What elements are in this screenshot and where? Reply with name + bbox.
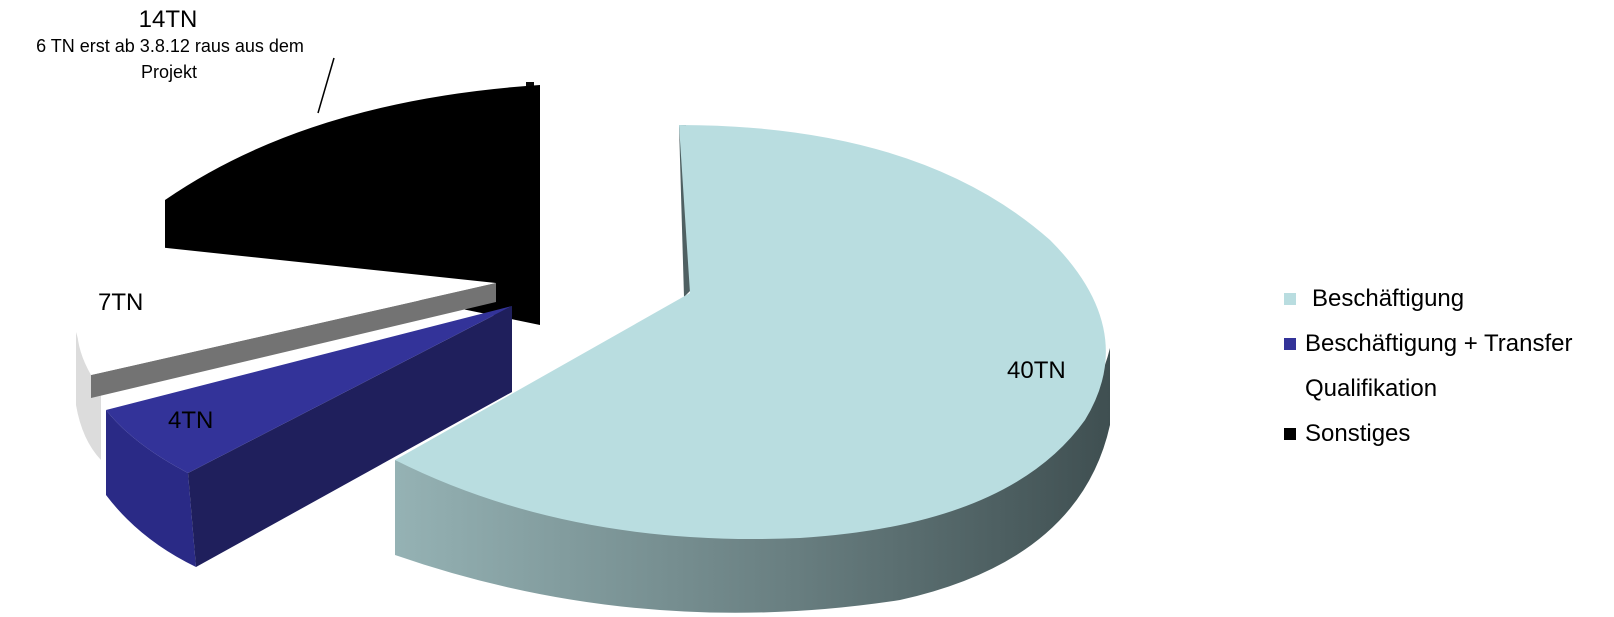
slice-transfer-top <box>106 306 512 473</box>
legend-label-sonstiges: Sonstiges <box>1305 420 1411 447</box>
legend-swatch-transfer <box>1284 338 1296 350</box>
legend-swatch-qualifikation <box>1284 383 1296 395</box>
label-qualifikation: 7TN <box>98 289 143 316</box>
annotation-sonstiges-line-1: 6 TN erst ab 3.8.12 raus aus dem <box>36 36 304 56</box>
slice-beschaeftigung <box>395 125 1110 613</box>
legend-swatch-beschaeftigung <box>1284 293 1296 305</box>
slice-beschaeftigung-top <box>395 125 1106 540</box>
label-beschaeftigung: 40TN <box>1007 357 1066 384</box>
label-sonstiges: 14TN <box>139 6 198 33</box>
legend-label-beschaeftigung: Beschäftigung <box>1312 285 1465 312</box>
legend-label-transfer: Beschäftigung + Transfer <box>1305 330 1573 357</box>
legend: Beschäftigung Beschäftigung + Transfer Q… <box>1284 284 1614 464</box>
slice-qualifikation <box>76 242 496 460</box>
leader-line-sonstiges <box>317 57 335 114</box>
slice-beschaeftigung-side <box>395 348 1110 613</box>
slice-transfer-radial-side <box>188 306 512 567</box>
legend-item-sonstiges: Sonstiges <box>1284 419 1614 464</box>
slice-qualifikation-radial-side <box>91 283 496 398</box>
slice-qualifikation-outer-side <box>76 332 101 460</box>
slice-qualifikation-top <box>77 242 496 375</box>
legend-label-qualifikation: Qualifikation <box>1305 375 1438 402</box>
legend-item-transfer: Beschäftigung + Transfer <box>1284 329 1614 374</box>
slice-transfer <box>106 306 512 567</box>
slice-transfer-outer-side <box>106 410 196 567</box>
annotation-sonstiges-line-2: Projekt <box>141 62 197 82</box>
legend-item-beschaeftigung: Beschäftigung <box>1284 284 1614 329</box>
legend-swatch-sonstiges <box>1284 428 1296 440</box>
legend-item-qualifikation: Qualifikation <box>1284 374 1614 419</box>
label-transfer: 4TN <box>168 407 213 434</box>
